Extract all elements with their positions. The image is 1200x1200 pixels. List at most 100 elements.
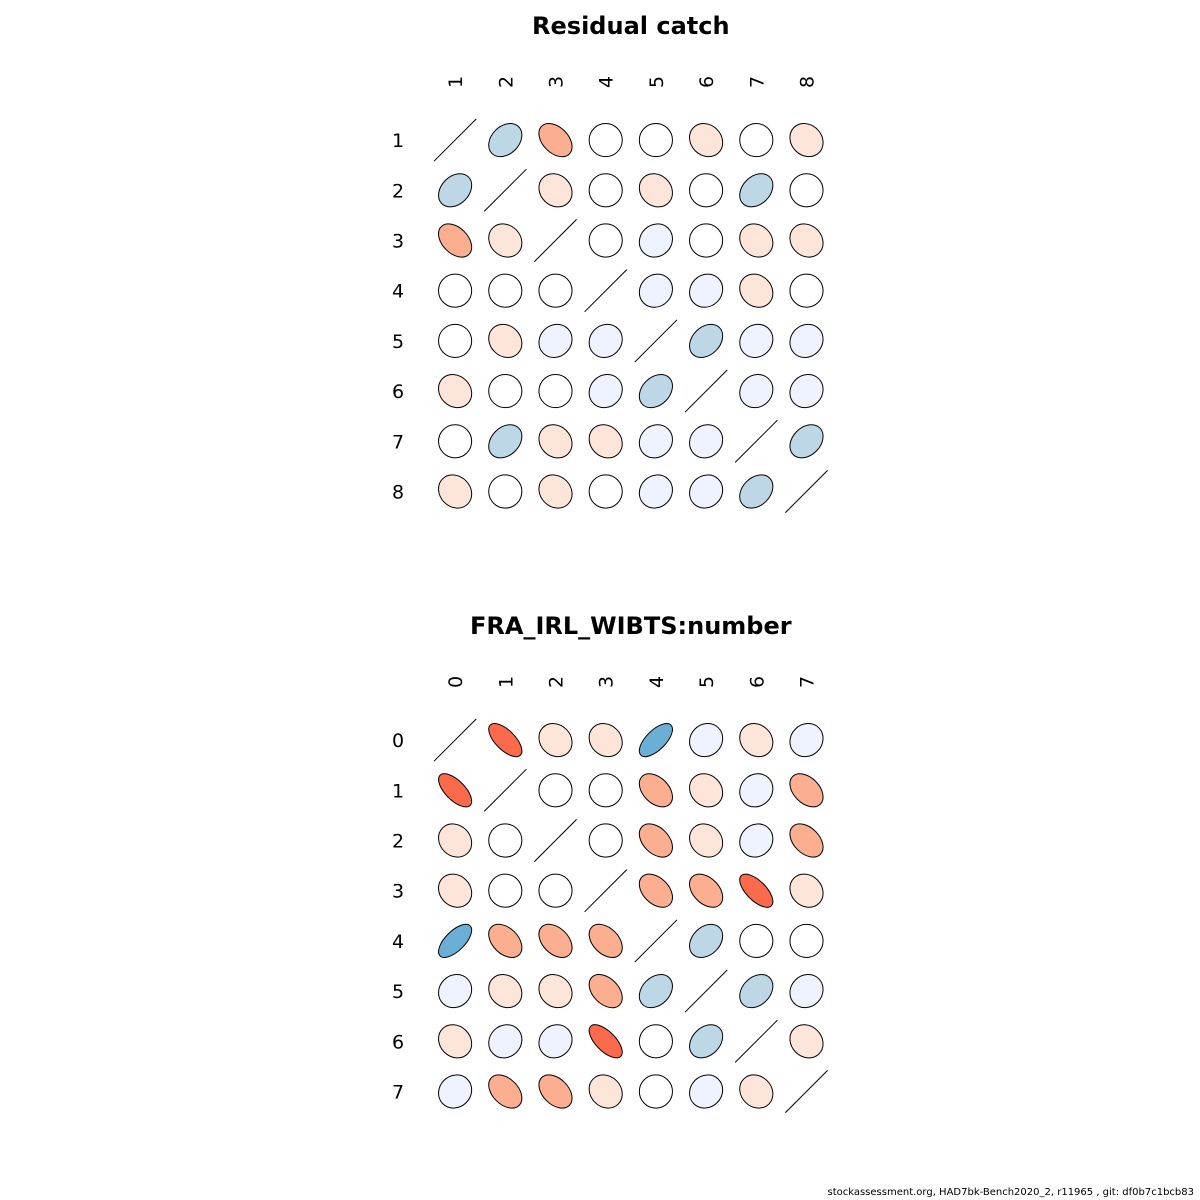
- correlation-ellipse: [488, 1074, 523, 1109]
- correlation-ellipse: [538, 474, 573, 509]
- correlation-ellipse: [638, 723, 673, 758]
- correlation-ellipse: [538, 323, 573, 358]
- column-label: 1: [495, 676, 517, 688]
- correlation-ellipse: [588, 1024, 623, 1059]
- correlation-ellipse: [538, 273, 573, 308]
- chart-title: FRA_IRL_WIBTS:number: [470, 612, 792, 640]
- correlation-ellipse: [538, 1024, 573, 1059]
- correlation-ellipse: [488, 974, 523, 1009]
- correlation-ellipse: [488, 273, 523, 308]
- correlation-ellipse: [538, 974, 573, 1009]
- row-label: 5: [392, 981, 404, 1003]
- correlation-ellipse: [638, 873, 673, 908]
- row-label: 6: [392, 1031, 404, 1053]
- diagonal-line: [584, 869, 628, 913]
- correlation-ellipse: [638, 273, 673, 308]
- correlation-ellipse: [588, 173, 623, 208]
- diagonal-line: [433, 718, 477, 762]
- footer-text: stockassessment.org, HAD7bk-Bench2020_2,…: [827, 1187, 1194, 1198]
- row-label: 1: [392, 130, 404, 152]
- row-label: 1: [392, 780, 404, 802]
- correlation-ellipse: [488, 823, 523, 858]
- diagonal-line: [483, 168, 527, 212]
- correlation-ellipse: [739, 923, 774, 958]
- diagonal-line: [785, 470, 828, 513]
- correlation-ellipse: [789, 873, 824, 908]
- correlation-ellipse: [739, 374, 774, 409]
- correlation-ellipse: [588, 424, 623, 459]
- correlation-ellipse: [538, 873, 573, 908]
- correlation-ellipse: [689, 823, 724, 858]
- correlation-ellipse: [689, 273, 724, 308]
- correlation-ellipse: [638, 823, 673, 858]
- correlation-ellipse: [638, 1074, 673, 1109]
- column-label: 6: [696, 76, 718, 88]
- correlation-ellipse: [438, 424, 473, 459]
- correlation-ellipse: [438, 173, 473, 208]
- row-label: 2: [392, 180, 404, 202]
- correlation-ellipse: [638, 974, 673, 1009]
- correlation-ellipse: [538, 173, 573, 208]
- correlation-ellipse: [789, 923, 824, 958]
- row-label: 2: [392, 831, 404, 853]
- correlation-ellipse: [538, 723, 573, 758]
- correlation-ellipse: [789, 374, 824, 409]
- correlation-ellipse: [588, 923, 623, 958]
- correlation-ellipse: [488, 923, 523, 958]
- correlation-ellipse: [488, 223, 523, 258]
- diagonal-line: [684, 969, 728, 1013]
- row-label: 5: [392, 331, 404, 353]
- correlation-ellipse: [488, 1024, 523, 1059]
- correlation-ellipse: [739, 1074, 774, 1109]
- diagonal-line: [483, 768, 527, 812]
- column-label: 8: [797, 76, 819, 88]
- correlation-ellipse: [689, 173, 724, 208]
- correlation-ellipse: [638, 424, 673, 459]
- correlation-ellipse: [689, 123, 724, 158]
- row-label: 7: [392, 1082, 404, 1104]
- correlation-ellipse: [588, 323, 623, 358]
- diagonal-line: [734, 419, 778, 463]
- diagonal-line: [584, 269, 628, 313]
- correlation-ellipse: [488, 723, 523, 758]
- correlation-ellipse: [739, 723, 774, 758]
- correlation-ellipse: [588, 974, 623, 1009]
- correlation-ellipse: [789, 424, 824, 459]
- correlation-ellipse: [739, 273, 774, 308]
- correlation-ellipse: [438, 823, 473, 858]
- correlation-ellipse: [588, 374, 623, 409]
- correlation-ellipse: [739, 123, 774, 158]
- correlation-ellipse: [538, 773, 573, 808]
- diagonal-line: [634, 319, 678, 363]
- correlation-ellipse: [488, 424, 523, 459]
- column-label: 7: [746, 76, 768, 88]
- correlation-ellipse: [538, 923, 573, 958]
- correlation-ellipse: [488, 374, 523, 409]
- correlation-ellipse: [689, 923, 724, 958]
- column-label: 2: [546, 676, 568, 688]
- correlation-ellipse: [689, 223, 724, 258]
- correlation-ellipse: [789, 723, 824, 758]
- correlation-ellipse: [438, 474, 473, 509]
- column-label: 3: [546, 76, 568, 88]
- correlation-ellipse: [438, 1024, 473, 1059]
- column-label: 4: [596, 76, 618, 88]
- row-label: 8: [392, 482, 404, 504]
- correlation-ellipse: [739, 323, 774, 358]
- correlation-ellipse: [739, 873, 774, 908]
- correlation-ellipse: [438, 773, 473, 808]
- row-label: 0: [392, 730, 404, 752]
- diagonal-line: [634, 919, 678, 963]
- correlation-ellipse: [638, 374, 673, 409]
- correlation-ellipse: [588, 223, 623, 258]
- chart-title: Residual catch: [532, 12, 730, 40]
- correlation-ellipse: [739, 223, 774, 258]
- correlation-ellipse: [789, 273, 824, 308]
- correlation-ellipse: [438, 873, 473, 908]
- correlation-ellipse: [789, 223, 824, 258]
- column-label: 5: [646, 76, 668, 88]
- row-label: 3: [392, 881, 404, 903]
- correlation-ellipse: [789, 123, 824, 158]
- diagonal-line: [534, 819, 577, 862]
- row-label: 7: [392, 431, 404, 453]
